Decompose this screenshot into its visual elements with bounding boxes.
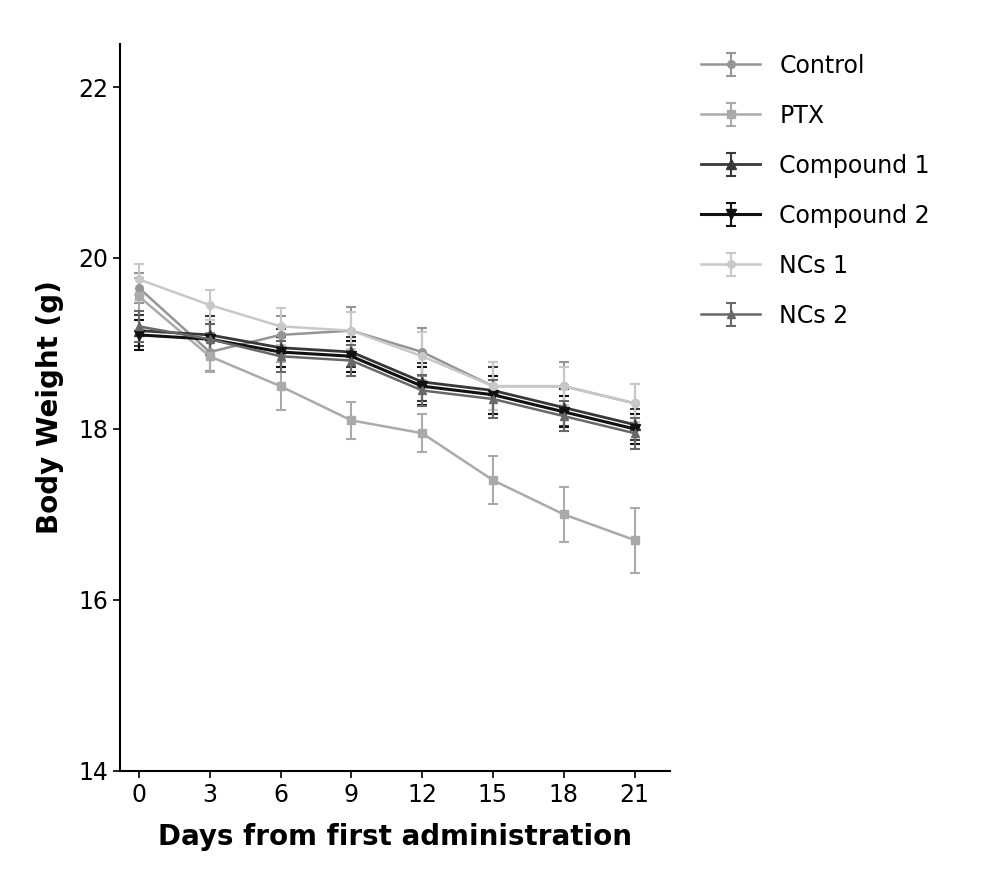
Y-axis label: Body Weight (g): Body Weight (g): [36, 281, 64, 534]
X-axis label: Days from first administration: Days from first administration: [158, 823, 632, 851]
Legend: Control, PTX, Compound 1, Compound 2, NCs 1, NCs 2: Control, PTX, Compound 1, Compound 2, NC…: [692, 44, 939, 337]
